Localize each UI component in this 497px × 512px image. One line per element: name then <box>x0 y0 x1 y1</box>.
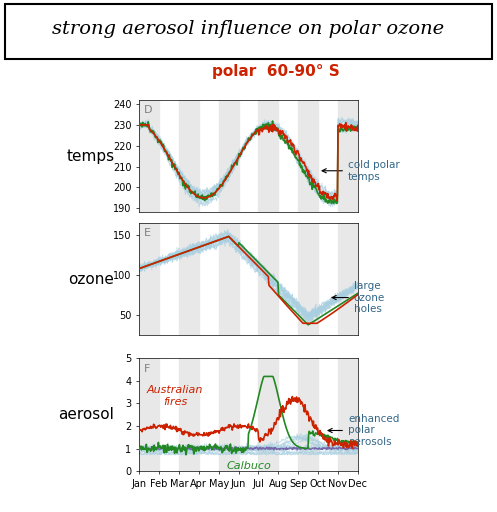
Bar <box>258 223 278 335</box>
Bar <box>219 100 239 212</box>
Text: Australian
fires: Australian fires <box>147 386 203 407</box>
Text: strong aerosol influence on polar ozone: strong aerosol influence on polar ozone <box>53 20 444 38</box>
Text: aerosol: aerosol <box>59 407 114 422</box>
Bar <box>179 223 199 335</box>
Bar <box>298 223 318 335</box>
Bar <box>258 358 278 471</box>
Bar <box>298 358 318 471</box>
Text: enhanced
polar
aerosols: enhanced polar aerosols <box>328 414 399 447</box>
Text: polar  60-90° S: polar 60-90° S <box>212 64 340 79</box>
Text: D: D <box>144 105 152 116</box>
Text: temps: temps <box>66 148 114 164</box>
Bar <box>179 100 199 212</box>
Bar <box>298 100 318 212</box>
Text: ozone: ozone <box>69 271 114 287</box>
Bar <box>338 358 358 471</box>
Text: F: F <box>144 364 150 374</box>
Bar <box>258 100 278 212</box>
FancyBboxPatch shape <box>5 4 492 59</box>
Text: Calbuco: Calbuco <box>226 461 271 471</box>
Text: E: E <box>144 228 151 239</box>
Bar <box>338 223 358 335</box>
Bar <box>139 358 159 471</box>
Text: cold polar
temps: cold polar temps <box>322 160 400 182</box>
Bar <box>219 358 239 471</box>
Bar <box>179 358 199 471</box>
Bar <box>219 223 239 335</box>
Text: large
ozone
holes: large ozone holes <box>332 281 385 314</box>
Bar <box>338 100 358 212</box>
Bar <box>139 223 159 335</box>
Bar <box>139 100 159 212</box>
